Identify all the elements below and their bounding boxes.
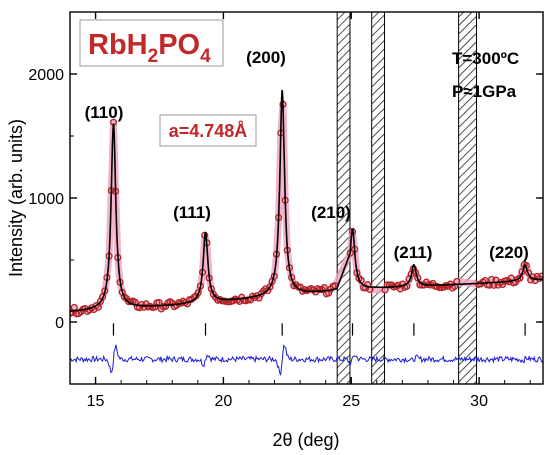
observed-point	[125, 298, 133, 306]
peak-label: (111)	[173, 203, 211, 222]
y-axis-title: Intensity (arb. units)	[6, 119, 26, 277]
peak-label: (110)	[85, 103, 124, 122]
observed-point	[264, 287, 272, 295]
lattice-param-label: a=4.748Å	[169, 121, 248, 141]
y-tick-label: 1000	[28, 191, 64, 208]
excluded-region-2	[371, 12, 385, 384]
sample-label-sub1: 2	[148, 46, 159, 67]
observed-point	[86, 306, 94, 314]
observed-point	[159, 303, 167, 311]
x-tick-label: 20	[215, 393, 233, 410]
difference-curve	[70, 344, 543, 377]
temperature-label: T=300ºC	[452, 49, 519, 68]
observed-point	[70, 309, 74, 317]
peak-label: (220)	[489, 243, 529, 262]
excluded-region-1	[336, 12, 351, 384]
x-axis-title: 2θ (deg)	[272, 430, 339, 450]
peak-label: (211)	[394, 243, 433, 262]
sample-label: RbH2PO4	[88, 29, 211, 67]
sample-label-sub2: 4	[200, 46, 211, 67]
sample-label-main: RbH	[88, 29, 148, 61]
peak-label: (200)	[246, 48, 286, 67]
lattice-param-box	[159, 114, 257, 147]
excluded-region-3	[458, 12, 478, 384]
x-tick-label: 30	[470, 393, 488, 410]
sample-label-box	[79, 19, 224, 67]
peak-label: (210)	[311, 203, 351, 222]
observed-point	[516, 274, 524, 282]
observed-point	[414, 274, 422, 282]
y-tick-label: 2000	[28, 67, 64, 84]
calculated-curve	[70, 89, 543, 313]
x-tick-label: 15	[87, 393, 105, 410]
y-tick-label: 0	[55, 315, 64, 332]
sample-label-mid: PO	[158, 29, 200, 61]
x-tick-label: 25	[342, 393, 360, 410]
pressure-label: P≈1GPa	[452, 82, 517, 101]
